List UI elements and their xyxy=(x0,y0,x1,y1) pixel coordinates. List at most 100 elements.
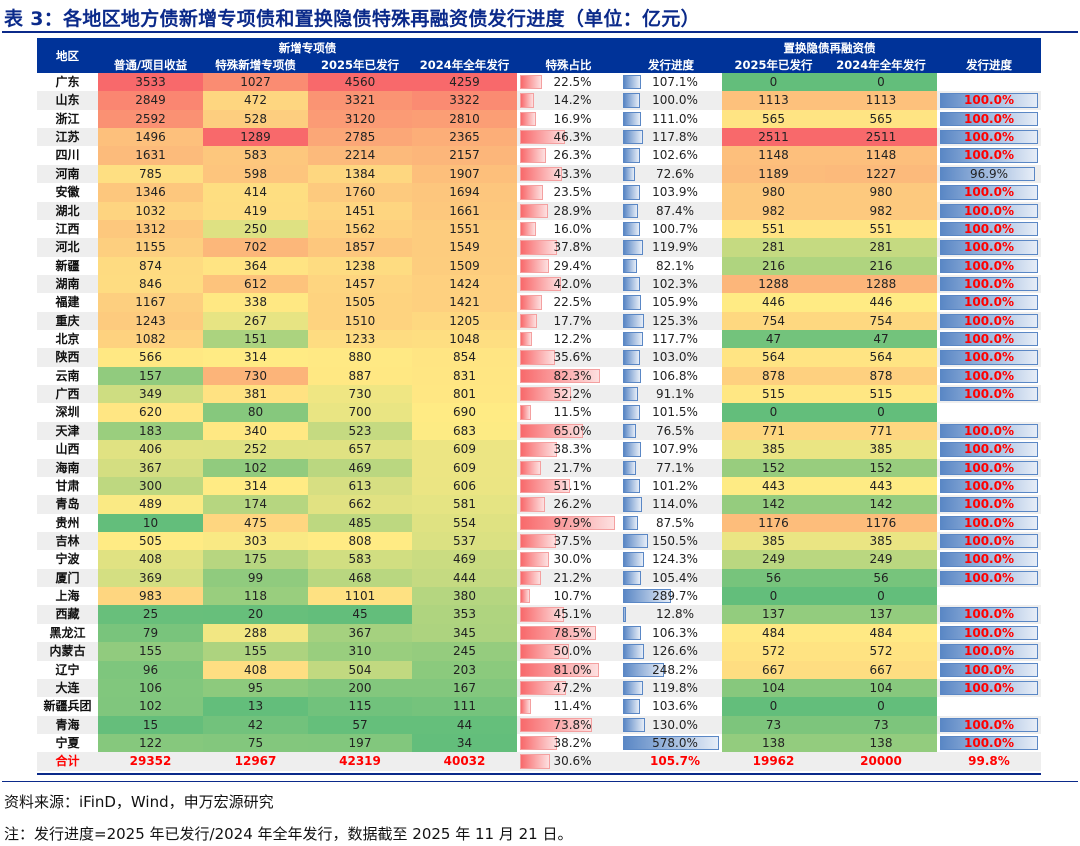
cell-value: 1189 xyxy=(758,166,789,181)
table-row: 福建 1167 338 1505 1421 22.5% 105.9% 446 446 100.0% xyxy=(37,293,1041,312)
cell-value: 20 xyxy=(247,607,264,622)
cell-issued-2025: 469 xyxy=(308,458,412,477)
cell-special-share: 29.4% xyxy=(517,256,620,275)
cell-value: 100.0% xyxy=(964,478,1014,493)
cell-region: 甘肃 xyxy=(37,476,98,496)
cell-progress: 248.2% xyxy=(620,660,722,679)
cell-general-project: 1082 xyxy=(98,330,203,349)
cell-value: 30.6% xyxy=(553,754,592,769)
cell-value: 338 xyxy=(244,295,267,310)
cell-value: 100.0% xyxy=(964,368,1014,383)
cell-refi-2024: 1288 xyxy=(825,274,937,294)
cell-refi-2025: 73 xyxy=(722,715,825,734)
cell-value: 565 xyxy=(869,111,893,126)
cell-special-new: 338 xyxy=(203,293,308,312)
cell-value: 702 xyxy=(244,240,267,255)
cell-value: 281 xyxy=(869,240,893,255)
cell-issued-2025: 1510 xyxy=(308,311,412,331)
cell-general-project: 15 xyxy=(98,715,203,734)
table-row: 河南 785 598 1384 1907 43.3% 72.6% 1189 1227 96.9% xyxy=(37,164,1041,184)
cell-refi-2025: 484 xyxy=(722,623,825,643)
cell-value: 1346 xyxy=(135,185,166,200)
cell-value: 100.0% xyxy=(964,735,1014,750)
cell-progress: 119.8% xyxy=(620,678,722,698)
cell-special-share: 82.3% xyxy=(517,366,620,386)
cell-general-project: 102 xyxy=(98,697,203,716)
cell-value: 980 xyxy=(762,185,785,200)
cell-special-share: 28.9% xyxy=(517,201,620,220)
cell-value: 22.5% xyxy=(553,295,592,310)
cell-value: 785 xyxy=(139,166,162,181)
progress-bar xyxy=(940,533,1038,549)
cell-refi-2025: 56 xyxy=(722,568,825,588)
cell-value: 566 xyxy=(139,350,162,365)
cell-refi-2024: 216 xyxy=(825,256,937,275)
cell-value: 101.2% xyxy=(652,478,698,493)
cell-special-share: 11.4% xyxy=(517,697,620,716)
cell-special-share: 30.6% xyxy=(517,752,620,771)
cell-refi-2024: 443 xyxy=(825,476,937,496)
cell-value: 4259 xyxy=(449,75,480,89)
cell-special-share: 17.7% xyxy=(517,311,620,331)
cell-refi-progress: 100.0% xyxy=(937,256,1041,275)
progress-bar xyxy=(940,148,1038,163)
cell-value: 801 xyxy=(453,387,476,402)
cell-value: 1227 xyxy=(865,166,897,181)
table-row: 广东 3533 1027 4560 4259 22.5% 107.1% 0 0 xyxy=(37,73,1041,92)
cell-value: 1233 xyxy=(344,332,376,347)
cell-value: 100.0% xyxy=(964,313,1014,328)
cell-value: 2511 xyxy=(865,130,897,145)
cell-refi-2025: 0 xyxy=(722,697,825,716)
share-bar xyxy=(520,295,542,310)
cell-issued-2024: 1205 xyxy=(412,311,517,331)
cell-value: 683 xyxy=(453,423,476,438)
cell-value: 1027 xyxy=(240,75,271,89)
table-row: 新疆 874 364 1238 1509 29.4% 82.1% 216 216 100.0% xyxy=(37,256,1041,275)
cell-issued-2024: 581 xyxy=(412,495,517,514)
table-row: 辽宁 96 408 504 203 81.0% 248.2% 667 667 100.0% xyxy=(37,660,1041,679)
cell-refi-2024: 0 xyxy=(825,587,937,606)
cell-value: 118 xyxy=(244,589,267,604)
progress-bar xyxy=(940,313,1038,329)
cell-value: 52.2% xyxy=(553,387,592,402)
cell-value: 47.2% xyxy=(553,680,592,695)
cell-value: 111 xyxy=(453,699,476,714)
cell-value: 484 xyxy=(869,625,893,640)
cell-special-new: 414 xyxy=(203,183,308,202)
cell-issued-2024: 606 xyxy=(412,476,517,496)
cell-issued-2025: 523 xyxy=(308,421,412,441)
cell-special-new: 381 xyxy=(203,385,308,404)
cell-value: 754 xyxy=(869,313,893,328)
cell-value: 489 xyxy=(139,497,162,512)
cell-progress: 82.1% xyxy=(620,256,722,275)
progress-bar xyxy=(623,258,637,273)
cell-issued-2025: 1505 xyxy=(308,293,412,312)
header-col: 2025年已发行 xyxy=(734,58,813,72)
table-row: 黑龙江 79 288 367 345 78.5% 106.3% 484 484 100.0% xyxy=(37,623,1041,643)
cell-value: 267 xyxy=(244,313,267,328)
cell-region: 山东 xyxy=(37,91,98,110)
cell-value: 408 xyxy=(244,662,267,677)
table-row: 内蒙古 155 155 310 245 50.0% 126.6% 572 572 100.0% xyxy=(37,642,1041,661)
cell-value: 1288 xyxy=(865,276,897,291)
cell-general-project: 620 xyxy=(98,403,203,422)
cell-value: 17.7% xyxy=(553,313,592,328)
cell-refi-2024: 1148 xyxy=(825,146,937,165)
cell-value: 56 xyxy=(873,570,889,585)
cell-special-new: 583 xyxy=(203,146,308,165)
cell-value: 578.0% xyxy=(652,735,698,750)
progress-bar xyxy=(623,368,641,384)
progress-bar xyxy=(623,148,641,163)
table-row: 青岛 489 174 662 581 26.2% 114.0% 142 142 100.0% xyxy=(37,495,1041,514)
cell-progress: 103.0% xyxy=(620,348,722,367)
cell-value: 122 xyxy=(139,735,162,750)
cell-value: 浙江 xyxy=(55,111,80,126)
cell-value: 0 xyxy=(769,699,778,714)
cell-issued-2025: 485 xyxy=(308,513,412,532)
cell-progress: 106.8% xyxy=(620,366,722,386)
cell-special-new: 528 xyxy=(203,109,308,129)
cell-special-share: 51.1% xyxy=(517,476,620,496)
cell-special-new: 314 xyxy=(203,476,308,496)
cell-value: 808 xyxy=(348,533,372,548)
cell-special-share: 14.2% xyxy=(517,91,620,110)
